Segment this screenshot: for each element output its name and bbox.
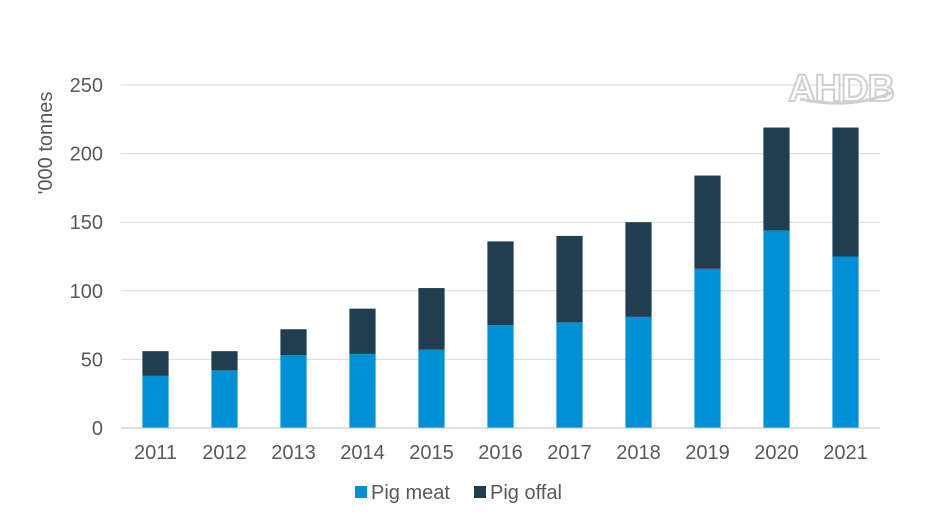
bar-pig-meat-2011 [142, 375, 169, 428]
y-tick-label-250: 250 [70, 75, 103, 97]
bar-pig-offal-2016 [487, 241, 514, 326]
bar-pig-offal-2012 [211, 351, 238, 371]
x-axis-ticks: 2011 2012 2013 2014 2015 2016 2017 2018 2019 2020… [134, 442, 868, 464]
bar-pig-offal-2020 [763, 127, 790, 231]
bar-pig-offal-2017 [556, 235, 583, 323]
y-axis-title: '000 tonnes [35, 92, 57, 195]
bar-pig-meat-2019 [694, 268, 721, 428]
x-tick-label-2021: 2021 [823, 442, 868, 464]
x-tick-label-2015: 2015 [409, 442, 454, 464]
bar-pig-offal-2019 [694, 175, 721, 269]
legend-label-pig-offal: Pig offal [490, 482, 562, 504]
bars [142, 127, 859, 428]
gridlines [121, 84, 880, 360]
x-tick-label-2019: 2019 [685, 442, 730, 464]
bar-pig-meat-2014 [349, 353, 376, 428]
bar-pig-meat-2021 [832, 256, 859, 428]
x-tick-label-2016: 2016 [478, 442, 523, 464]
x-tick-label-2014: 2014 [340, 442, 385, 464]
bar-pig-meat-2015 [418, 349, 445, 428]
bar-pig-offal-2015 [418, 288, 445, 350]
bar-pig-meat-2012 [211, 370, 238, 428]
ahdb-logo: AHDB [787, 67, 896, 111]
bar-pig-meat-2016 [487, 325, 514, 428]
y-tick-label-0: 0 [92, 418, 103, 440]
legend: Pig meat Pig offal [355, 482, 562, 504]
bar-pig-offal-2011 [142, 351, 169, 376]
bar-pig-meat-2013 [280, 355, 307, 428]
legend-swatch-pig-meat [355, 486, 367, 498]
logo-swoosh-icon [799, 90, 894, 105]
y-tick-label-100: 100 [70, 281, 103, 303]
bar-pig-offal-2018 [625, 222, 652, 317]
ahdb-logo-text: AHDB [788, 68, 894, 110]
bar-pig-meat-2018 [625, 316, 652, 428]
y-axis-ticks: 0 50 100 150 200 250 [70, 75, 103, 440]
bar-pig-offal-2014 [349, 308, 376, 354]
bar-pig-meat-2020 [763, 230, 790, 428]
bar-pig-offal-2021 [832, 127, 859, 257]
y-tick-label-150: 150 [70, 212, 103, 234]
y-tick-label-200: 200 [70, 144, 103, 166]
legend-swatch-pig-offal [474, 486, 486, 498]
x-tick-label-2013: 2013 [271, 442, 316, 464]
bar-pig-meat-2017 [556, 322, 583, 428]
x-tick-label-2017: 2017 [547, 442, 592, 464]
bar-pig-offal-2013 [280, 329, 307, 356]
legend-label-pig-meat: Pig meat [371, 482, 450, 504]
x-tick-label-2011: 2011 [134, 442, 177, 464]
x-tick-label-2020: 2020 [754, 442, 799, 464]
x-tick-label-2012: 2012 [202, 442, 247, 464]
y-tick-label-50: 50 [81, 349, 103, 371]
x-tick-label-2018: 2018 [616, 442, 661, 464]
